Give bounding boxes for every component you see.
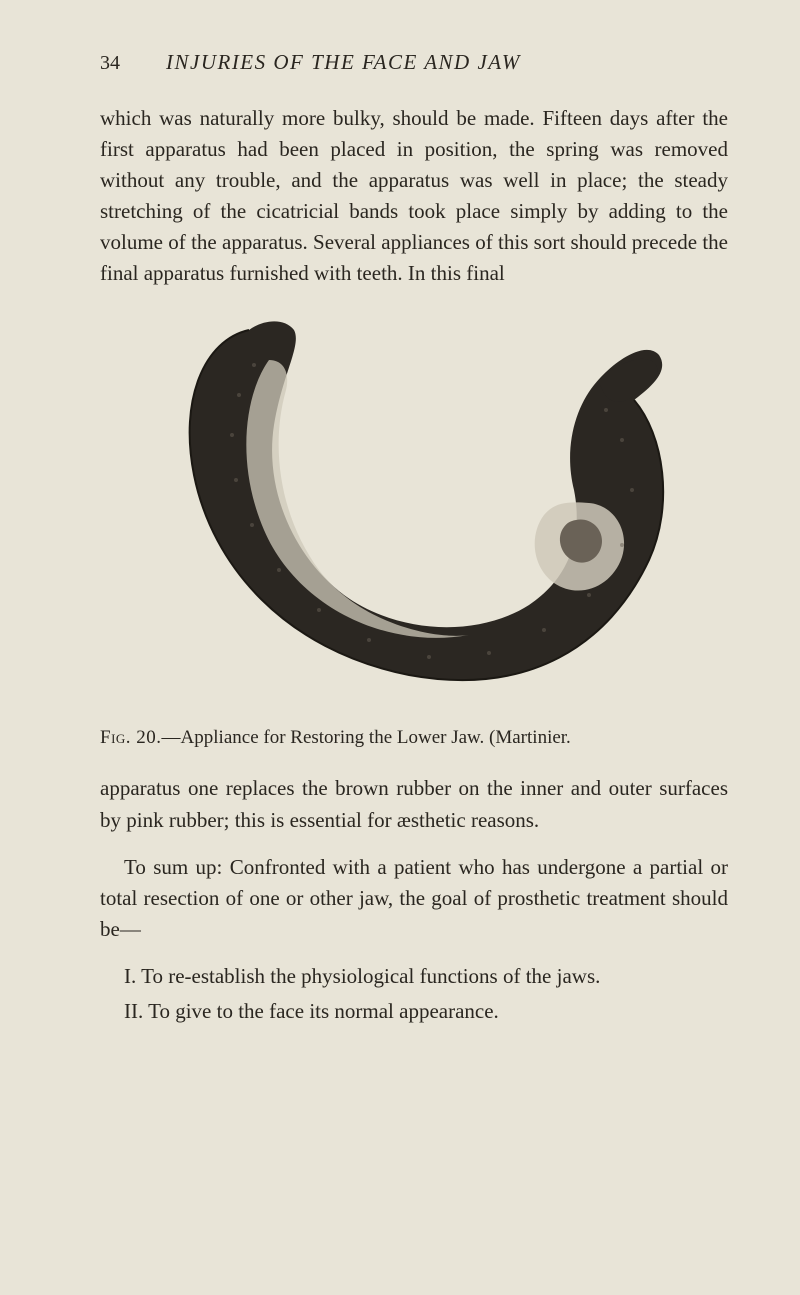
list-item-1: I. To re-establish the physiological fun… [100,961,728,992]
body-paragraph-2: apparatus one replaces the brown rubber … [100,773,728,835]
figure-20 [100,305,728,705]
figure-caption-text: —Appliance for Restoring the Lower Jaw. … [162,727,571,748]
running-title: INJURIES OF THE FACE AND JAW [166,50,521,75]
figure-caption: Fig. 20.—Appliance for Restoring the Low… [100,727,728,749]
appliance-illustration [134,305,694,705]
body-paragraph-3: To sum up: Confronted with a patient who… [100,852,728,945]
page-header: 34 INJURIES OF THE FACE AND JAW [100,50,728,75]
body-paragraph-1: which was naturally more bulky, should b… [100,103,728,289]
page-number: 34 [100,52,120,75]
figure-label: Fig. 20. [100,727,162,748]
list-item-2: II. To give to the face its normal appea… [100,996,728,1027]
